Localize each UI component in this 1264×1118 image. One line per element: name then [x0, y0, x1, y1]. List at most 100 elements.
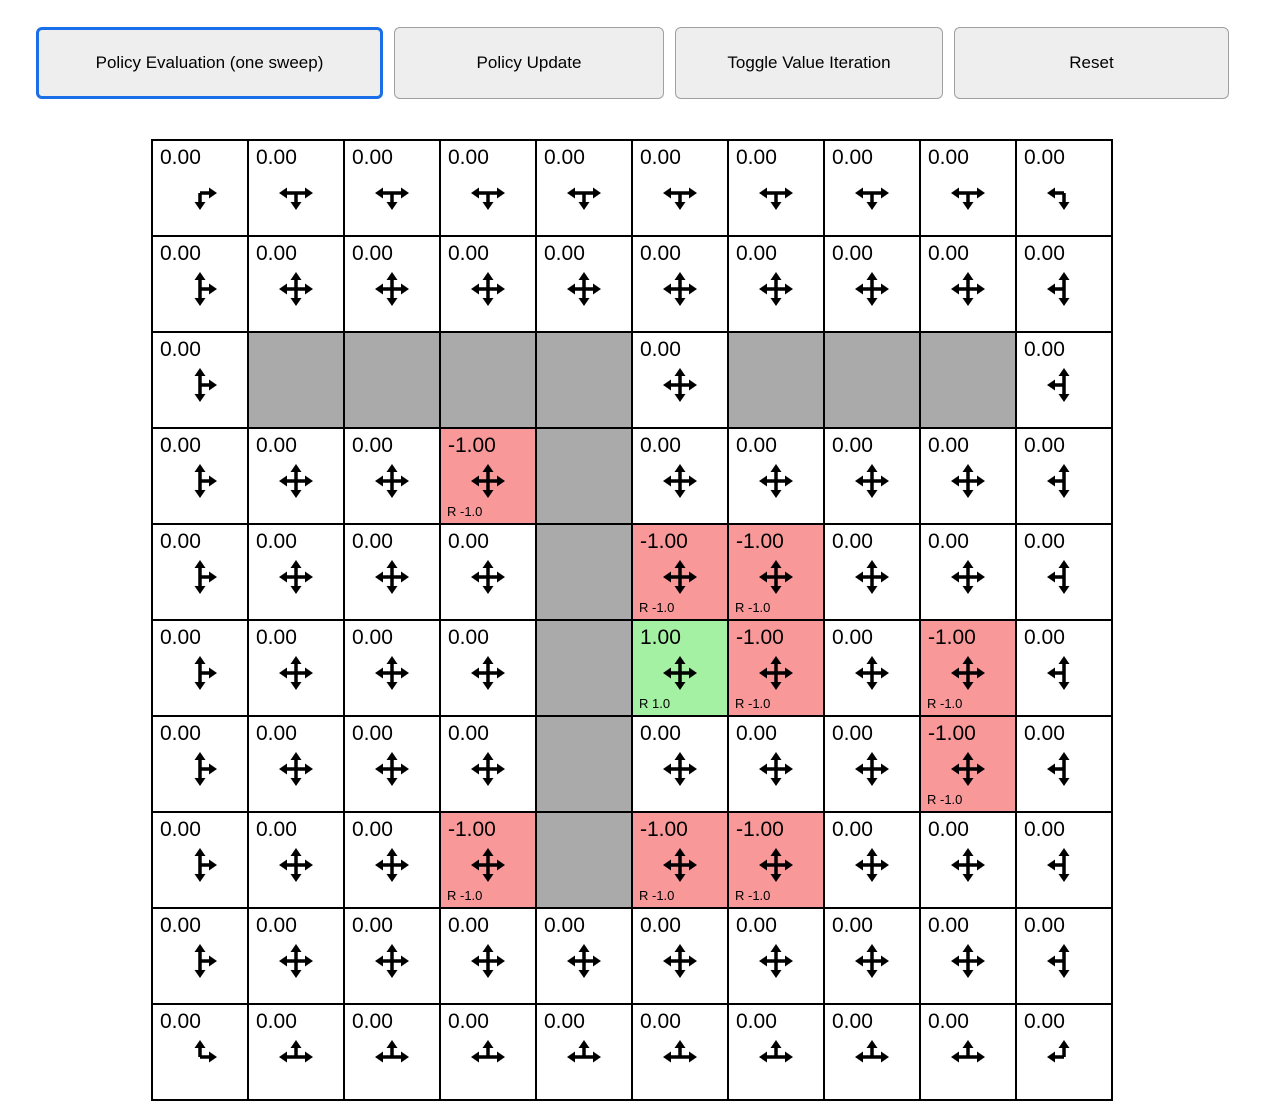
grid-cell: 0.00 — [248, 812, 344, 908]
grid-cell: 0.00 — [248, 428, 344, 524]
cell-value: 0.00 — [928, 1010, 969, 1033]
grid-cell: 0.00 — [440, 716, 536, 812]
cell-reward: R -1.0 — [735, 888, 771, 903]
grid-cell: 0.00 — [920, 1004, 1016, 1100]
policy-arrows — [663, 463, 697, 498]
grid-cell: 0.00 — [344, 1004, 440, 1100]
policy-arrows — [279, 559, 313, 594]
cell-value: 0.00 — [832, 914, 873, 937]
grid-cell: 0.00 — [920, 812, 1016, 908]
policy-arrows — [855, 187, 889, 210]
cell-value: 0.00 — [160, 242, 201, 265]
policy-arrows — [663, 367, 697, 402]
grid-cell: 0.00 — [344, 140, 440, 236]
policy-arrows — [663, 751, 697, 786]
cell-value: 0.00 — [736, 146, 777, 169]
cell-value: 0.00 — [160, 626, 201, 649]
negative-reward-cell: -1.00 R -1.0 — [632, 524, 728, 620]
grid-cell: 0.00 — [344, 908, 440, 1004]
policy-arrows — [951, 271, 985, 306]
cell-value: 0.00 — [832, 626, 873, 649]
grid-cell: 0.00 — [824, 908, 920, 1004]
policy-arrows — [471, 751, 505, 786]
grid-cell: 0.00 — [536, 1004, 632, 1100]
cell-value: 0.00 — [640, 434, 681, 457]
cell-value: -1.00 — [640, 818, 688, 841]
cell-reward: R -1.0 — [927, 696, 963, 711]
grid-cell: 0.00 — [824, 812, 920, 908]
toggle-value-iteration-button[interactable]: Toggle Value Iteration — [675, 27, 943, 99]
cell-value: -1.00 — [448, 818, 496, 841]
policy-arrows — [375, 751, 409, 786]
grid-cell: 0.00 — [920, 908, 1016, 1004]
grid-cell: 0.00 — [920, 236, 1016, 332]
policy-arrows — [471, 271, 505, 306]
reset-button[interactable]: Reset — [954, 27, 1229, 99]
cell-value: 0.00 — [160, 818, 201, 841]
policy-arrows — [951, 187, 985, 210]
policy-arrows — [279, 271, 313, 306]
wall-cell — [344, 332, 440, 428]
grid-cell: 0.00 — [152, 332, 248, 428]
grid-cell: 0.00 — [824, 716, 920, 812]
negative-reward-cell: -1.00 R -1.0 — [440, 428, 536, 524]
policy-arrows — [759, 463, 793, 498]
cell-reward: R -1.0 — [927, 792, 963, 807]
policy-arrows — [375, 271, 409, 306]
cell-value: 0.00 — [832, 146, 873, 169]
toolbar: Policy Evaluation (one sweep) Policy Upd… — [36, 27, 1229, 99]
grid-cell: 0.00 — [248, 236, 344, 332]
grid-cell: 0.00 — [728, 236, 824, 332]
wall-cell — [920, 332, 1016, 428]
grid-cell: 0.00 — [152, 908, 248, 1004]
policy-arrows — [663, 943, 697, 978]
policy-arrows — [1047, 463, 1070, 498]
wall-cell — [728, 332, 824, 428]
cell-reward: R -1.0 — [639, 888, 675, 903]
cell-value: 0.00 — [928, 818, 969, 841]
policy-arrows — [855, 847, 889, 882]
policy-arrows — [1047, 367, 1070, 402]
policy-arrows — [951, 655, 985, 690]
policy-arrows — [567, 943, 601, 978]
grid-cell: 0.00 — [440, 236, 536, 332]
cell-value: 0.00 — [256, 530, 297, 553]
policy-arrows — [194, 1039, 217, 1063]
policy-evaluation-button[interactable]: Policy Evaluation (one sweep) — [36, 27, 383, 99]
policy-arrows — [759, 559, 793, 594]
wall-cell — [536, 716, 632, 812]
cell-value: 0.00 — [1024, 914, 1065, 937]
cell-value: 0.00 — [640, 914, 681, 937]
policy-arrows — [375, 463, 409, 498]
cell-value: 0.00 — [256, 146, 297, 169]
cell-value: 0.00 — [448, 146, 489, 169]
cell-value: 0.00 — [448, 1010, 489, 1033]
cell-value: 0.00 — [256, 626, 297, 649]
cell-value: 0.00 — [928, 530, 969, 553]
cell-value: 0.00 — [640, 338, 681, 361]
policy-arrows — [1047, 847, 1070, 882]
policy-arrows — [471, 1039, 505, 1063]
grid-cell: 0.00 — [1016, 524, 1112, 620]
cell-value: 0.00 — [1024, 434, 1065, 457]
cell-value: -1.00 — [448, 434, 496, 457]
policy-arrows — [471, 187, 505, 210]
policy-arrows — [194, 751, 217, 786]
cell-value: 0.00 — [1024, 722, 1065, 745]
cell-value: 0.00 — [1024, 626, 1065, 649]
negative-reward-cell: -1.00 R -1.0 — [728, 620, 824, 716]
policy-arrows — [375, 943, 409, 978]
cell-value: -1.00 — [736, 626, 784, 649]
grid-cell: 0.00 — [440, 620, 536, 716]
policy-arrows — [279, 187, 313, 210]
cell-value: 0.00 — [160, 914, 201, 937]
cell-value: 0.00 — [256, 818, 297, 841]
policy-arrows — [471, 943, 505, 978]
grid-cell: 0.00 — [248, 620, 344, 716]
grid-cell: 0.00 — [632, 236, 728, 332]
cell-value: 0.00 — [1024, 242, 1065, 265]
policy-update-button[interactable]: Policy Update — [394, 27, 664, 99]
grid-cell: 0.00 — [248, 716, 344, 812]
grid-cell: 0.00 — [152, 428, 248, 524]
cell-value: 0.00 — [736, 434, 777, 457]
